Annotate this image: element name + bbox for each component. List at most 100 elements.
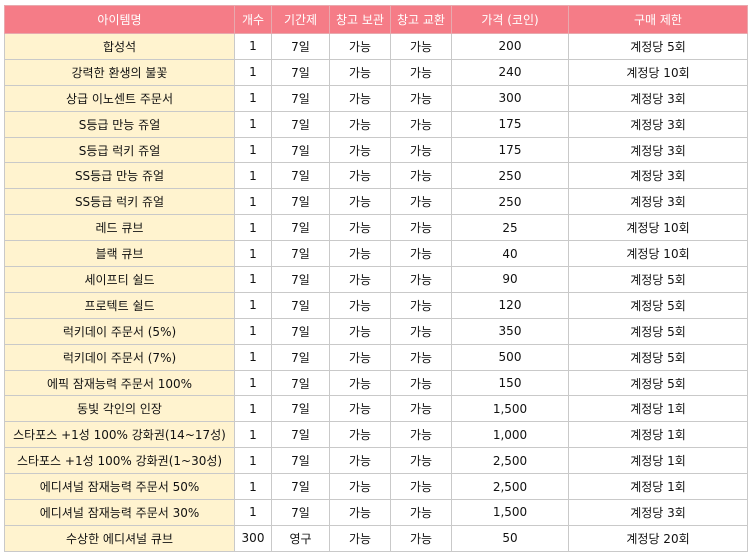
storage-exchange: 가능	[390, 499, 452, 526]
storage: 가능	[329, 84, 391, 112]
table-row: 세이프티 쉴드 1 7일 가능 가능 90 계정당 5회	[4, 266, 748, 293]
storage: 가능	[329, 33, 391, 60]
quantity: 1	[234, 58, 272, 86]
storage: 가능	[329, 136, 391, 164]
price: 175	[451, 136, 569, 164]
period: 7일	[271, 395, 330, 423]
quantity: 1	[234, 291, 272, 319]
price: 175	[451, 110, 569, 138]
storage-exchange: 가능	[390, 473, 452, 501]
period: 7일	[271, 421, 330, 449]
quantity: 1	[234, 395, 272, 423]
header-item-name: 아이템명	[4, 5, 235, 34]
item-name: 강력한 환생의 불꽃	[4, 58, 235, 86]
item-name: 스타포스 +1성 100% 강화권(14~17성)	[4, 421, 235, 449]
item-name: S등급 만능 쥬얼	[4, 110, 235, 138]
storage-exchange: 가능	[390, 162, 452, 190]
purchase-limit: 계정당 5회	[568, 343, 748, 371]
storage-exchange: 가능	[390, 524, 452, 552]
storage-exchange: 가능	[390, 395, 452, 423]
period: 7일	[271, 369, 330, 397]
purchase-limit: 계정당 10회	[568, 58, 748, 86]
item-name: 에디셔널 잠재능력 주문서 50%	[4, 473, 235, 501]
table-row: SS등급 만능 쥬얼 1 7일 가능 가능 250 계정당 3회	[4, 162, 748, 190]
period: 7일	[271, 317, 330, 345]
quantity: 1	[234, 369, 272, 397]
storage-exchange: 가능	[390, 84, 452, 112]
period: 7일	[271, 240, 330, 268]
storage-exchange: 가능	[390, 110, 452, 138]
quantity: 1	[234, 266, 272, 293]
storage-exchange: 가능	[390, 33, 452, 60]
table-row: 동빛 각인의 인장 1 7일 가능 가능 1,500 계정당 1회	[4, 395, 748, 423]
purchase-limit: 계정당 5회	[568, 369, 748, 397]
item-name: 상급 이노센트 주문서	[4, 84, 235, 112]
storage: 가능	[329, 188, 391, 216]
purchase-limit: 계정당 3회	[568, 188, 748, 216]
purchase-limit: 계정당 5회	[568, 291, 748, 319]
quantity: 1	[234, 447, 272, 475]
table-row: 스타포스 +1성 100% 강화권(1~30성) 1 7일 가능 가능 2,50…	[4, 447, 748, 475]
table-row: 수상한 에디셔널 큐브 300 영구 가능 가능 50 계정당 20회	[4, 524, 748, 552]
item-name: 레드 큐브	[4, 214, 235, 242]
storage: 가능	[329, 369, 391, 397]
period: 7일	[271, 291, 330, 319]
purchase-limit: 계정당 20회	[568, 524, 748, 552]
header-purchase-limit: 구매 제한	[568, 5, 748, 34]
table-row: 강력한 환생의 불꽃 1 7일 가능 가능 240 계정당 10회	[4, 58, 748, 86]
quantity: 1	[234, 136, 272, 164]
item-name: 동빛 각인의 인장	[4, 395, 235, 423]
quantity: 1	[234, 84, 272, 112]
price: 350	[451, 317, 569, 345]
price: 25	[451, 214, 569, 242]
storage-exchange: 가능	[390, 317, 452, 345]
storage-exchange: 가능	[390, 447, 452, 475]
purchase-limit: 계정당 3회	[568, 499, 748, 526]
table-row: 레드 큐브 1 7일 가능 가능 25 계정당 10회	[4, 214, 748, 242]
quantity: 1	[234, 499, 272, 526]
storage-exchange: 가능	[390, 266, 452, 293]
header-storage-exchange: 창고 교환	[390, 5, 452, 34]
purchase-limit: 계정당 5회	[568, 317, 748, 345]
storage-exchange: 가능	[390, 421, 452, 449]
price: 1,500	[451, 395, 569, 423]
storage-exchange: 가능	[390, 188, 452, 216]
purchase-limit: 계정당 1회	[568, 395, 748, 423]
period: 7일	[271, 110, 330, 138]
quantity: 1	[234, 110, 272, 138]
period: 7일	[271, 499, 330, 526]
table-row: 럭키데이 주문서 (7%) 1 7일 가능 가능 500 계정당 5회	[4, 343, 748, 371]
price: 40	[451, 240, 569, 268]
storage: 가능	[329, 524, 391, 552]
price: 50	[451, 524, 569, 552]
storage: 가능	[329, 317, 391, 345]
storage-exchange: 가능	[390, 343, 452, 371]
item-name: SS등급 만능 쥬얼	[4, 162, 235, 190]
storage: 가능	[329, 447, 391, 475]
quantity: 1	[234, 33, 272, 60]
table-row: 프로텍트 쉴드 1 7일 가능 가능 120 계정당 5회	[4, 291, 748, 319]
storage: 가능	[329, 499, 391, 526]
table-row: 럭키데이 주문서 (5%) 1 7일 가능 가능 350 계정당 5회	[4, 317, 748, 345]
purchase-limit: 계정당 1회	[568, 421, 748, 449]
price: 250	[451, 188, 569, 216]
purchase-limit: 계정당 10회	[568, 214, 748, 242]
period: 7일	[271, 266, 330, 293]
table-row: 에픽 잠재능력 주문서 100% 1 7일 가능 가능 150 계정당 5회	[4, 369, 748, 397]
storage: 가능	[329, 240, 391, 268]
price: 500	[451, 343, 569, 371]
period: 7일	[271, 136, 330, 164]
period: 7일	[271, 84, 330, 112]
price: 250	[451, 162, 569, 190]
table-row: S등급 럭키 쥬얼 1 7일 가능 가능 175 계정당 3회	[4, 136, 748, 164]
item-name: 세이프티 쉴드	[4, 266, 235, 293]
price: 2,500	[451, 447, 569, 475]
item-name: 럭키데이 주문서 (7%)	[4, 343, 235, 371]
quantity: 1	[234, 188, 272, 216]
price: 1,000	[451, 421, 569, 449]
price: 150	[451, 369, 569, 397]
quantity: 1	[234, 240, 272, 268]
shop-table-container: 아이템명 개수 기간제 창고 보관 창고 교환 가격 (코인) 구매 제한 합성…	[4, 5, 748, 552]
storage: 가능	[329, 58, 391, 86]
storage: 가능	[329, 162, 391, 190]
